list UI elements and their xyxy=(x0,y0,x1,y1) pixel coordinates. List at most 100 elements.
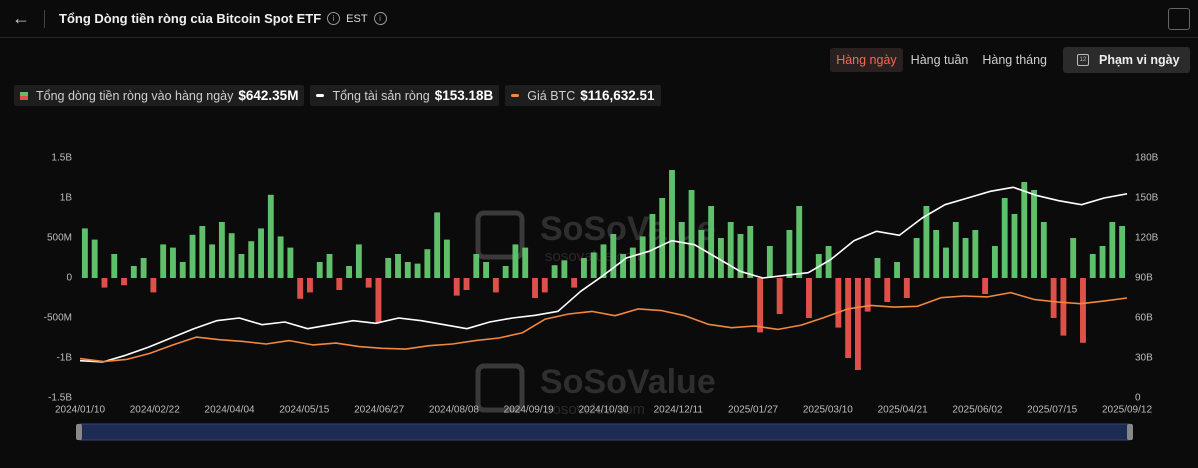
flow-bar xyxy=(727,222,734,278)
flow-bar xyxy=(815,254,822,278)
flow-bar xyxy=(952,222,959,278)
flow-bar xyxy=(551,265,558,278)
flow-bar xyxy=(91,239,98,278)
flow-bar xyxy=(580,258,587,278)
legend-label: Tổng tài sản ròng xyxy=(332,88,430,103)
flow-bar xyxy=(365,278,372,288)
flow-bar xyxy=(1060,278,1067,336)
period-tab[interactable]: Hàng ngày xyxy=(830,48,903,72)
y-tick-label: -1.5B xyxy=(48,393,72,404)
legend-item: Tổng tài sản ròng $153.18B xyxy=(310,85,500,106)
flow-bar xyxy=(620,254,627,278)
separator xyxy=(44,9,45,28)
flow-bar xyxy=(943,247,949,278)
flow-bar xyxy=(326,254,333,278)
flow-bar xyxy=(218,222,225,278)
x-tick-label: 2025/04/21 xyxy=(878,405,928,416)
flow-bar xyxy=(854,278,861,370)
date-range-button[interactable]: 12 Phạm vi ngày xyxy=(1063,47,1190,73)
legend-item: Tổng dòng tiền ròng vào hàng ngày $642.35… xyxy=(14,85,305,106)
flow-bar xyxy=(610,234,617,278)
flow-bar xyxy=(512,244,519,278)
flow-bar xyxy=(933,230,940,278)
flow-bar xyxy=(923,206,930,278)
y2-tick-label: 30B xyxy=(1135,353,1153,364)
x-tick-label: 2024/12/11 xyxy=(654,405,704,416)
legend-swatch xyxy=(20,91,28,100)
flow-bar xyxy=(1109,222,1116,278)
flow-bar xyxy=(121,278,127,286)
flow-bar xyxy=(776,278,783,314)
flow-bar xyxy=(649,214,656,278)
info-icon[interactable]: i xyxy=(327,12,341,25)
x-tick-label: 2025/09/12 xyxy=(1102,405,1152,416)
flow-bar xyxy=(502,266,509,278)
flow-bar xyxy=(717,238,724,278)
flow-bar xyxy=(766,246,773,278)
flow-bar xyxy=(228,233,235,278)
flow-bar xyxy=(757,278,763,333)
x-tick-label: 2025/06/02 xyxy=(952,405,1002,416)
flow-bar xyxy=(688,190,695,278)
y-tick-label: 0 xyxy=(66,273,72,284)
flow-bar xyxy=(903,278,910,298)
page-title: Tổng Dòng tiền ròng của Bitcoin Spot ETF xyxy=(59,11,322,26)
flow-bar xyxy=(796,206,803,278)
y2-tick-label: 90B xyxy=(1135,273,1153,284)
flow-bar xyxy=(835,278,842,328)
flow-bar xyxy=(316,262,323,278)
share-button[interactable] xyxy=(1168,8,1190,30)
flow-bar xyxy=(424,249,431,278)
legend-label: Giá BTC xyxy=(527,88,576,103)
flow-bar xyxy=(1021,182,1028,278)
flow-bar xyxy=(444,239,450,278)
period-tab[interactable]: Hàng tuần xyxy=(910,53,969,67)
x-tick-label: 2024/08/08 xyxy=(429,405,479,416)
flow-bar xyxy=(825,246,832,278)
flow-bar xyxy=(336,278,343,290)
y-tick-label: -500M xyxy=(44,313,72,324)
flow-bar xyxy=(669,170,675,278)
navigator-handle[interactable] xyxy=(76,424,82,440)
navigator-handle[interactable] xyxy=(1127,424,1133,440)
flow-bar xyxy=(600,244,607,278)
flow-bar xyxy=(1050,278,1057,318)
timezone: EST xyxy=(346,12,368,25)
flow-bar xyxy=(747,226,754,278)
calendar-icon: 12 xyxy=(1077,54,1089,66)
x-tick-label: 2024/06/27 xyxy=(354,405,404,416)
flow-bar xyxy=(894,262,900,278)
flow-bar xyxy=(561,260,568,278)
flow-bar xyxy=(189,234,196,278)
x-tick-label: 2025/01/27 xyxy=(728,405,778,416)
flow-bar xyxy=(678,222,685,278)
y-tick-label: 500M xyxy=(47,233,72,244)
flow-bar xyxy=(982,278,989,294)
period-tab[interactable]: Hàng tháng xyxy=(982,53,1047,67)
flow-bar xyxy=(199,226,206,278)
legend-value: $642.35M xyxy=(238,88,299,103)
navigator xyxy=(79,423,1131,441)
header: ← Tổng Dòng tiền ròng của Bitcoin Spot E… xyxy=(0,0,1198,38)
flow-bar xyxy=(150,278,157,293)
y-tick-label: -1B xyxy=(56,353,72,364)
flow-bar xyxy=(130,266,137,278)
x-tick-label: 2024/04/04 xyxy=(205,405,255,416)
flow-bar xyxy=(522,247,529,278)
x-tick-label: 2025/07/15 xyxy=(1027,405,1077,416)
legend-value: $116,632.51 xyxy=(580,88,655,103)
info-icon[interactable]: i xyxy=(373,12,387,25)
flow-bar xyxy=(639,236,646,278)
flow-bar xyxy=(209,244,216,278)
series-line xyxy=(79,186,1128,363)
y2-tick-label: 60B xyxy=(1135,313,1153,324)
flow-bar xyxy=(786,230,793,278)
flow-bar xyxy=(1070,238,1077,278)
back-button[interactable]: ← xyxy=(12,8,30,28)
flow-bar xyxy=(737,234,744,278)
flow-bar xyxy=(346,266,353,278)
y2-tick-label: 180B xyxy=(1135,153,1159,164)
flow-bar xyxy=(101,278,108,288)
flow-bar xyxy=(913,238,920,278)
